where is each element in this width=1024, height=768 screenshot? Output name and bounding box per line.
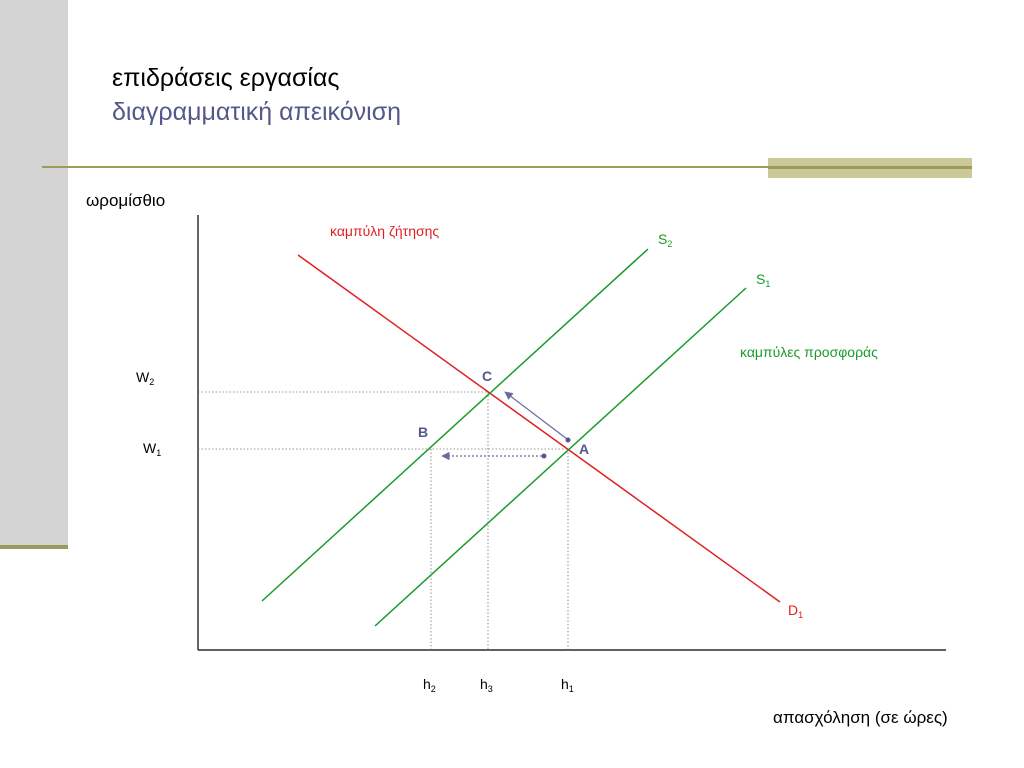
supply-curve-s1 [374, 287, 747, 627]
h2-label: h2 [423, 676, 436, 694]
side-bar [0, 0, 68, 545]
slide-title: επιδράσεις εργασίας [112, 64, 340, 92]
point-a-label: A [579, 441, 589, 457]
w1-label: W1 [143, 440, 161, 458]
x-axis-label: απασχόληση (σε ώρες) [773, 708, 948, 727]
s1-label: S1 [756, 271, 770, 289]
title-rule [42, 166, 972, 168]
side-bar-edge [0, 545, 68, 549]
point-b-label: B [418, 424, 428, 440]
d1-label: D1 [788, 602, 803, 620]
supply-curve-s2 [261, 248, 649, 602]
w2-label: W2 [136, 369, 154, 387]
point-c-label: C [482, 368, 492, 384]
h1-label: h1 [561, 676, 574, 694]
shift-arrow-a-to-b-origin [541, 453, 547, 459]
y-axis-label: ωρομίσθιο [86, 191, 165, 210]
shift-arrow-a-to-c-origin [565, 437, 571, 443]
title-rule-accent [768, 166, 972, 169]
shift-arrow-a-to-c [504, 391, 568, 440]
demand-curve-label: καμπύλη ζήτησης [330, 223, 439, 239]
s2-label: S2 [658, 231, 672, 249]
supply-curves-label: καμπύλες προσφοράς [740, 344, 878, 360]
slide-subtitle: διαγραμματική απεικόνιση [112, 98, 402, 126]
demand-curve-d1 [297, 254, 781, 603]
h3-label: h3 [480, 676, 493, 694]
